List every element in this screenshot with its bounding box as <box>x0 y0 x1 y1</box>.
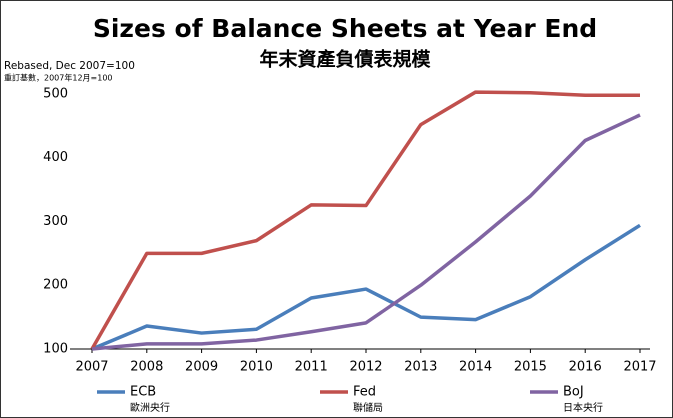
x-tick-label: 2010 <box>240 360 273 375</box>
x-tick-label: 2013 <box>404 360 437 375</box>
chart-subtitle: 年末資產負債表規模 <box>259 48 431 71</box>
series-line <box>90 90 640 350</box>
x-tick-label: 2011 <box>295 360 328 375</box>
y-tick-label: 500 <box>43 86 68 101</box>
x-tick-label: 2007 <box>75 360 108 375</box>
y-tick-label: 100 <box>43 342 68 357</box>
y-axis-label: Rebased, Dec 2007=100 <box>4 60 135 72</box>
x-tick-label: 2016 <box>569 360 602 375</box>
x-tick-label: 2015 <box>514 360 547 375</box>
y-tick-label: 200 <box>43 278 68 293</box>
legend-label: ECB <box>130 385 156 400</box>
y-tick-label: 400 <box>43 150 68 165</box>
series-line <box>91 113 641 351</box>
legend-label-zh: 聯儲局 <box>353 402 383 414</box>
series-line <box>91 223 641 351</box>
legend-label: BoJ <box>563 385 584 400</box>
chart-title: Sizes of Balance Sheets at Year End <box>93 14 597 43</box>
x-tick-label: 2009 <box>185 360 218 375</box>
y-axis-label-zh: 重訂基數，2007年12月=100 <box>4 73 113 83</box>
y-tick-label: 300 <box>43 214 68 229</box>
x-tick-label: 2008 <box>130 360 163 375</box>
legend-label-zh: 日本央行 <box>563 401 603 414</box>
x-tick-label: 2012 <box>349 360 382 375</box>
legend-label: Fed <box>353 385 376 400</box>
legend-label-zh: 歐洲央行 <box>130 401 170 414</box>
x-tick-label: 2017 <box>623 360 656 375</box>
x-tick-label: 2014 <box>459 360 492 375</box>
